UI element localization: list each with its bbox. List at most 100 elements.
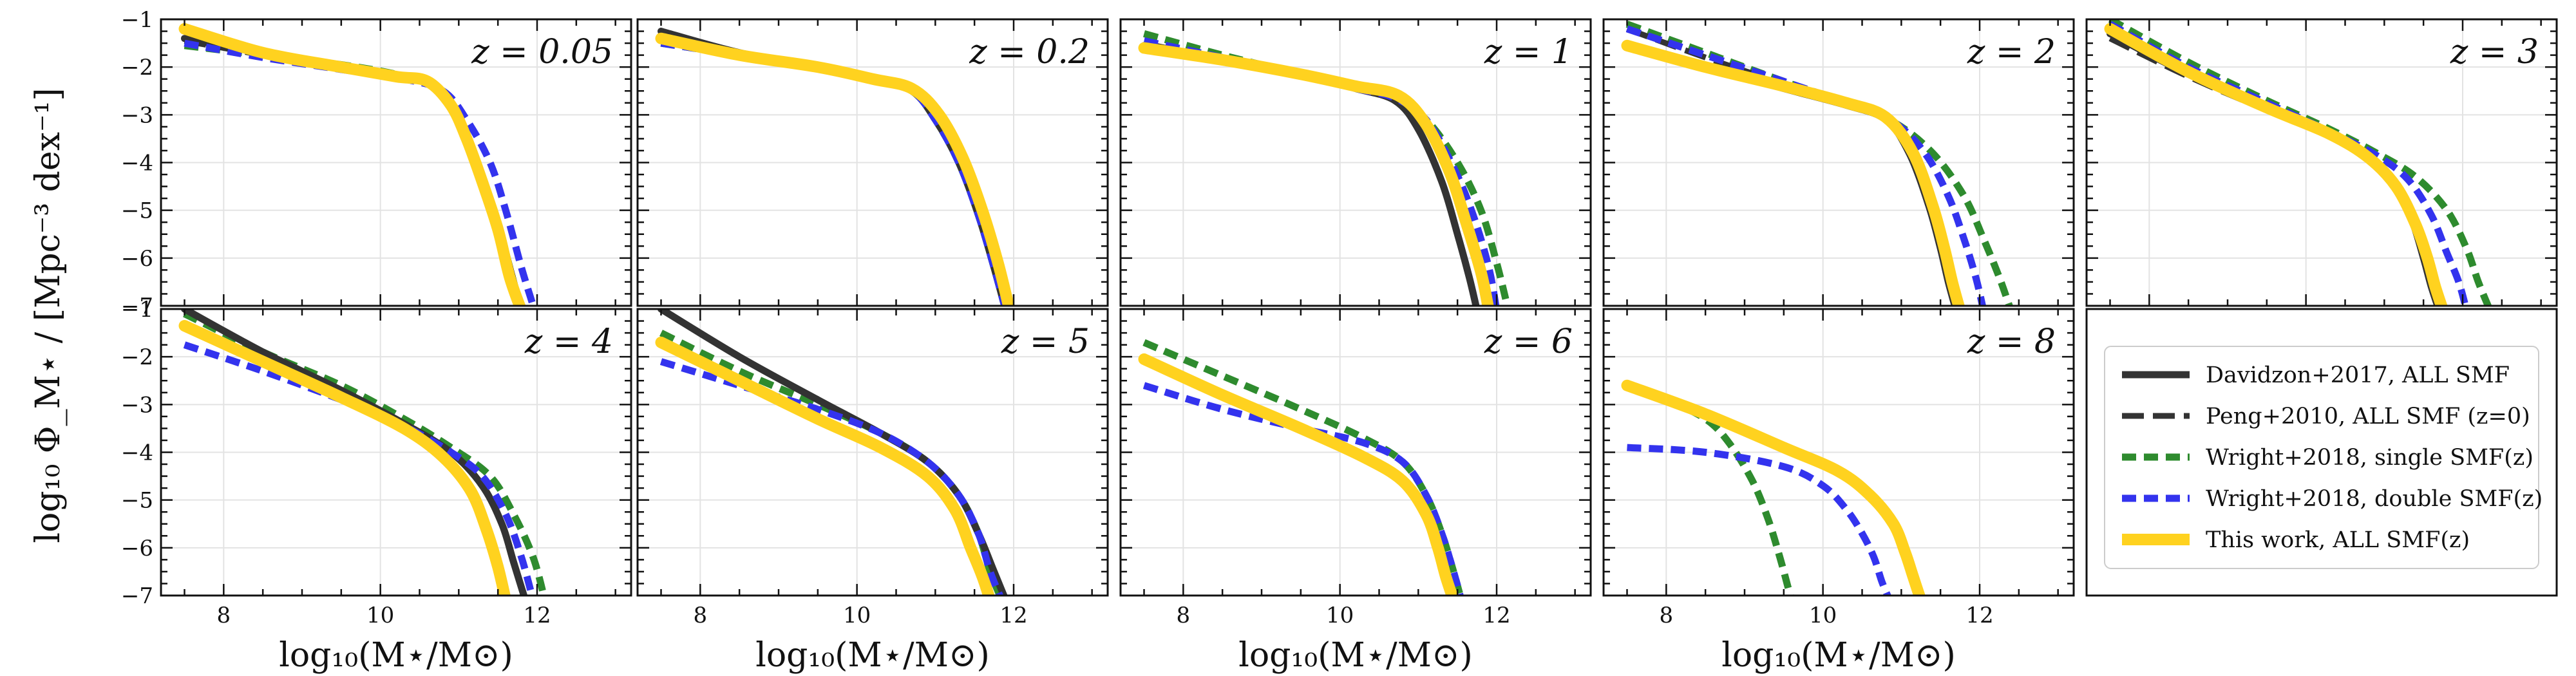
series-line-this-work xyxy=(2104,23,2448,306)
x-tick-label: 12 xyxy=(999,603,1027,628)
x-tick-label: 10 xyxy=(1326,603,1354,628)
ticks xyxy=(1604,18,2074,307)
legend-label: Wright+2018, double SMF(z) xyxy=(2206,486,2543,512)
x-axis-label: log₁₀(M⋆/M⊙) xyxy=(1238,636,1473,675)
panel-3: z = 1 xyxy=(1119,18,1592,307)
panel-4: z = 2 xyxy=(1602,18,2075,307)
panels-layer: −1 −2 −3 −4 −5 −6 −7 z = 0.05 z = 0.2 z = 1 z = 2 z… xyxy=(121,7,2558,628)
legend-label: Davidzon+2017, ALL SMF xyxy=(2206,362,2510,388)
y-tick-label: −5 xyxy=(121,198,153,224)
panel-redshift-label: z = 4 xyxy=(524,323,613,361)
series-line-peng xyxy=(1143,40,1479,306)
panel-redshift-label: z = 1 xyxy=(1484,33,1573,71)
series-line-this-work xyxy=(178,320,511,596)
y-tick-label: −4 xyxy=(121,151,153,176)
grid xyxy=(1121,309,1591,596)
series-group xyxy=(178,23,537,306)
series-group xyxy=(655,309,1008,596)
panel-redshift-label: z = 6 xyxy=(1484,323,1573,361)
panel-1: −1 −2 −3 −4 −5 −6 −7 z = 0.05 xyxy=(121,7,632,319)
panel-redshift-label: z = 8 xyxy=(1967,323,2056,361)
ticks xyxy=(1604,308,2074,597)
x-tick-label: 8 xyxy=(217,603,231,628)
series-line-this-work xyxy=(655,336,995,596)
grid xyxy=(638,19,1108,306)
y-tick-label: −1 xyxy=(121,297,153,323)
series-line-peng xyxy=(1625,26,1958,306)
series-line-wright-double xyxy=(660,39,1009,306)
series-line-this-work xyxy=(1621,379,1926,596)
x-axis-label: log₁₀(M⋆/M⊙) xyxy=(1721,636,1956,675)
series-line-davidzon xyxy=(658,309,1008,596)
x-tick-label: 8 xyxy=(1660,603,1674,628)
series-line-this-work xyxy=(1138,42,1494,306)
series-line-wright-double xyxy=(1627,444,1891,596)
legend-label: Wright+2018, single SMF(z) xyxy=(2206,445,2533,471)
series-line-wright-single xyxy=(184,42,524,306)
panel-redshift-label: z = 5 xyxy=(1001,323,1090,361)
panel-5: z = 3 xyxy=(2085,18,2558,307)
x-tick-label: 12 xyxy=(1965,603,1993,628)
grid xyxy=(1121,19,1591,306)
series-line-wright-double xyxy=(659,358,1004,596)
series-group xyxy=(1138,339,1464,596)
ticks xyxy=(2087,18,2557,307)
series-line-wright-single xyxy=(660,39,1009,306)
series-line-wright-double xyxy=(1625,25,1987,306)
series-line-this-work xyxy=(655,32,1015,306)
panel-7: 8 10 12 z = 5 xyxy=(636,308,1109,628)
x-tick-label: 12 xyxy=(1482,603,1510,628)
ticks xyxy=(638,18,1108,307)
y-tick-label: −7 xyxy=(121,583,153,609)
y-tick-label: −3 xyxy=(121,392,153,418)
y-tick-label: −4 xyxy=(121,440,153,466)
x-axis-labels: log₁₀(M⋆/M⊙) log₁₀(M⋆/M⊙) log₁₀(M⋆/M⊙) log₁… xyxy=(279,636,1956,675)
panel-6: −1 −2 −3 −4 −5 −6 −7 8 10 12 z = 4 xyxy=(121,297,632,628)
x-axis-label: log₁₀(M⋆/M⊙) xyxy=(755,636,990,675)
x-axis-label: log₁₀(M⋆/M⊙) xyxy=(279,636,513,675)
grid xyxy=(161,19,631,306)
series-group xyxy=(178,309,547,596)
ticks xyxy=(161,18,631,307)
series-line-davidzon xyxy=(181,35,524,306)
y-tick-label: −3 xyxy=(121,102,153,128)
series-group xyxy=(2104,19,2492,306)
series-group xyxy=(655,28,1015,306)
grid xyxy=(1604,19,2074,306)
series-line-wright-double xyxy=(183,341,536,596)
x-tick-label: 10 xyxy=(366,603,394,628)
y-tick-label: −2 xyxy=(121,55,153,80)
ticks xyxy=(1121,308,1591,597)
series-group xyxy=(1621,21,2013,306)
series-line-this-work xyxy=(1138,353,1459,596)
y-axis-label: log₁₀ Φ_M⋆ / [Mpc⁻³ dex⁻¹] xyxy=(29,88,68,543)
y-tick-label: −5 xyxy=(121,488,153,514)
legend-label: This work, ALL SMF(z) xyxy=(2206,527,2470,553)
legend: Davidzon+2017, ALL SMF Peng+2010, ALL SMF… xyxy=(2085,308,2558,597)
series-line-this-work xyxy=(1621,39,1965,306)
x-tick-label: 8 xyxy=(1177,603,1191,628)
panel-redshift-label: z = 2 xyxy=(1967,33,2056,71)
ticks xyxy=(161,308,631,597)
x-tick-label: 10 xyxy=(843,603,871,628)
y-tick-label: −6 xyxy=(121,246,153,272)
ticks xyxy=(1121,18,1591,307)
series-group xyxy=(1138,30,1511,306)
grid xyxy=(2087,19,2557,306)
y-tick-label: −6 xyxy=(121,536,153,561)
x-tick-label: 10 xyxy=(1809,603,1837,628)
panel-redshift-label: z = 0.2 xyxy=(969,33,1090,71)
series-line-wright-double xyxy=(1142,382,1464,596)
series-line-davidzon xyxy=(1141,42,1480,306)
series-line-this-work xyxy=(178,23,526,306)
series-line-peng xyxy=(184,37,524,306)
series-line-wright-double xyxy=(2108,21,2469,306)
panel-redshift-label: z = 0.05 xyxy=(471,33,613,71)
x-tick-label: 12 xyxy=(523,603,551,628)
panel-redshift-label: z = 3 xyxy=(2450,33,2539,71)
panel-2: z = 0.2 xyxy=(636,18,1109,307)
ticks xyxy=(638,308,1108,597)
panel-9: 8 10 12 z = 8 xyxy=(1602,308,2075,628)
legend-box xyxy=(2104,346,2539,569)
